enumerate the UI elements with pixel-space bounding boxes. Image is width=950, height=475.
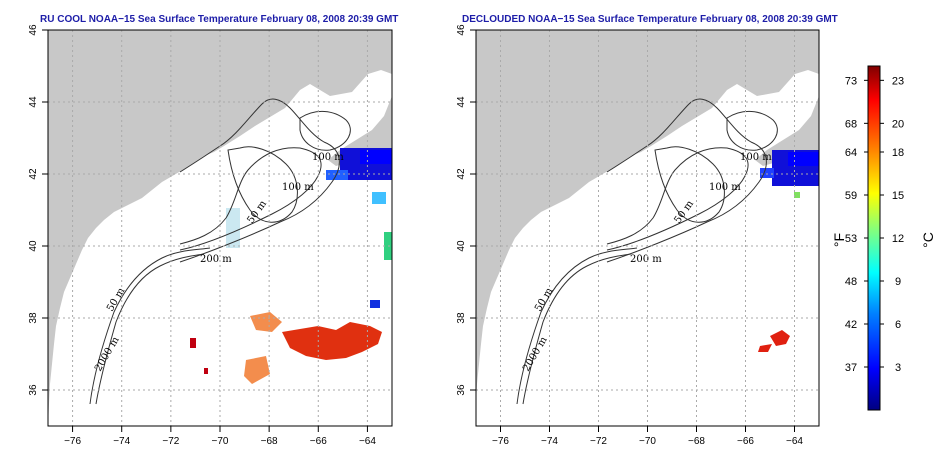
celsius-tick-label: 15 bbox=[892, 190, 904, 202]
right-lat-tick-label: 42 bbox=[456, 168, 467, 180]
left-grid bbox=[48, 29, 392, 426]
left-lat-tick-label: 38 bbox=[28, 312, 39, 324]
celsius-tick-label: 23 bbox=[892, 75, 904, 87]
left-lat-tick-label: 36 bbox=[28, 384, 39, 396]
left-lon-tick-label: −72 bbox=[162, 436, 179, 447]
celsius-tick-label: 20 bbox=[892, 118, 904, 130]
left-isobaths bbox=[89, 98, 351, 405]
fahrenheit-unit-label: °F bbox=[831, 233, 847, 247]
right-lat-tick-label: 46 bbox=[456, 24, 467, 36]
left-axis-ticks: −76 −74 −72 −70 −68 −66 −64 46 44 42 40 38 36 bbox=[28, 24, 376, 447]
left-lon-tick-label: −70 bbox=[212, 436, 229, 447]
right-cold-edge bbox=[760, 168, 774, 178]
fahrenheit-tick-label: 73 bbox=[845, 75, 857, 87]
right-map: 100 m 100 m 50 m 200 m 50 m 2000 m −76 −7… bbox=[456, 24, 820, 447]
fahrenheit-tick-label: 59 bbox=[845, 190, 857, 202]
right-contour-100a: 100 m bbox=[740, 152, 772, 163]
celsius-unit-label: °C bbox=[920, 232, 936, 248]
right-cold-core bbox=[788, 152, 819, 166]
fahrenheit-tick-label: 64 bbox=[845, 147, 857, 159]
right-isobaths bbox=[516, 98, 778, 405]
colorbar-ticks: 23 73 20 68 18 64 15 59 12 53 9 48 6 42 3 37 bbox=[845, 75, 904, 374]
left-blue-spot bbox=[370, 300, 380, 308]
right-green-dot bbox=[794, 192, 800, 198]
left-panel-title: RU COOL NOAA−15 Sea Surface Temperature … bbox=[40, 14, 398, 25]
right-lon-tick-label: −66 bbox=[737, 436, 754, 447]
right-contour-100b: 100 m bbox=[709, 182, 741, 193]
right-land bbox=[476, 30, 819, 426]
celsius-tick-label: 3 bbox=[895, 362, 901, 374]
left-lat-tick-label: 44 bbox=[28, 96, 39, 108]
left-lon-tick-label: −64 bbox=[359, 436, 376, 447]
left-cold-core bbox=[360, 150, 392, 164]
right-panel-title: DECLOUDED NOAA−15 Sea Surface Temperatur… bbox=[462, 14, 838, 25]
left-cool-patch bbox=[372, 192, 386, 204]
fahrenheit-tick-label: 37 bbox=[845, 362, 857, 374]
left-land bbox=[48, 30, 392, 426]
left-lat-tick-label: 40 bbox=[28, 240, 39, 252]
right-lat-tick-label: 40 bbox=[456, 240, 467, 252]
right-lon-tick-label: −72 bbox=[590, 436, 607, 447]
left-contour-200: 200 m bbox=[200, 254, 232, 265]
right-grid bbox=[476, 29, 819, 426]
right-lon-tick-label: −74 bbox=[541, 436, 558, 447]
colorbar: 23 73 20 68 18 64 15 59 12 53 9 48 6 42 3 37 °F °C bbox=[831, 65, 936, 411]
left-lat-tick-label: 42 bbox=[28, 168, 39, 180]
right-lon-tick-label: −64 bbox=[786, 436, 803, 447]
right-lon-tick-label: −76 bbox=[492, 436, 509, 447]
left-lon-tick-label: −76 bbox=[64, 436, 81, 447]
fahrenheit-tick-label: 53 bbox=[845, 233, 857, 245]
left-lon-tick-label: −66 bbox=[310, 436, 327, 447]
left-contour-100b: 100 m bbox=[282, 182, 314, 193]
left-contour-100a: 100 m bbox=[312, 152, 344, 163]
left-red-dot bbox=[190, 338, 196, 348]
right-axis-ticks: −76 −74 −72 −70 −68 −66 −64 46 44 42 40 38 36 bbox=[456, 24, 803, 447]
left-cold-edge bbox=[326, 170, 348, 180]
right-lat-tick-label: 36 bbox=[456, 384, 467, 396]
left-red-dot-2 bbox=[204, 368, 208, 374]
fahrenheit-tick-label: 48 bbox=[845, 276, 857, 288]
celsius-tick-label: 12 bbox=[892, 233, 904, 245]
right-lon-tick-label: −70 bbox=[639, 436, 656, 447]
right-nova-scotia bbox=[755, 96, 819, 166]
colorbar-gradient bbox=[867, 65, 881, 411]
left-lon-tick-label: −74 bbox=[113, 436, 130, 447]
left-map: 100 m 100 m 50 m 200 m 50 m 2000 m −76 −7… bbox=[28, 24, 393, 447]
right-map-area: 100 m 100 m 50 m 200 m 50 m 2000 m bbox=[476, 30, 819, 426]
left-warm-patch-2 bbox=[244, 312, 282, 384]
left-cloud-streak bbox=[226, 208, 240, 248]
right-lon-tick-label: −68 bbox=[688, 436, 705, 447]
right-lat-tick-label: 44 bbox=[456, 96, 467, 108]
celsius-tick-label: 6 bbox=[895, 319, 901, 331]
left-lon-tick-label: −68 bbox=[261, 436, 278, 447]
left-lat-tick-label: 46 bbox=[28, 24, 39, 36]
celsius-tick-label: 18 bbox=[892, 147, 904, 159]
right-contour-200: 200 m bbox=[630, 254, 662, 265]
celsius-tick-label: 9 bbox=[895, 276, 901, 288]
right-warm-patch bbox=[758, 330, 790, 352]
right-lat-tick-label: 38 bbox=[456, 312, 467, 324]
fahrenheit-tick-label: 42 bbox=[845, 319, 857, 331]
fahrenheit-tick-label: 68 bbox=[845, 118, 857, 130]
left-warm-patch bbox=[282, 322, 382, 360]
